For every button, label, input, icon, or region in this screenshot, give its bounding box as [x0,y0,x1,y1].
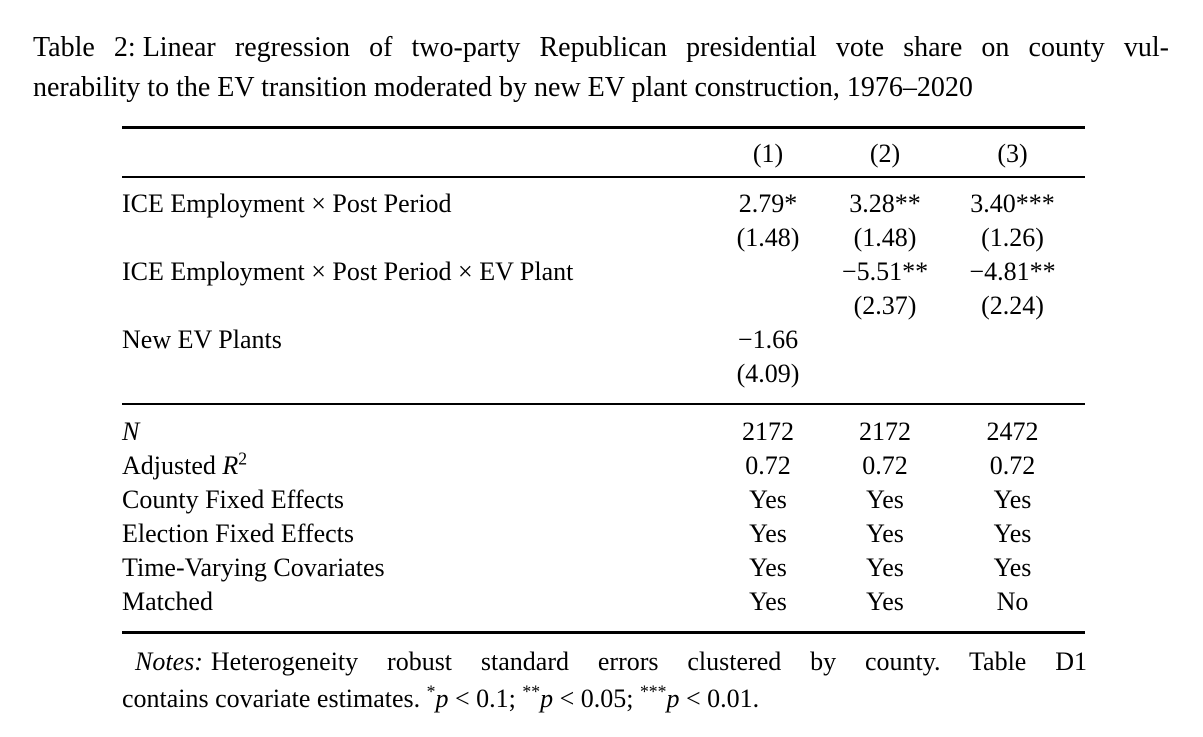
row-label: Adjusted R2 [122,449,706,483]
table-notes: Notes: Heterogeneity robust standard erro… [122,643,1087,717]
stat-cell: Yes [993,553,1032,582]
stat-cell: Yes [993,485,1032,514]
stat-cell: Yes [866,553,904,582]
coef-cell: 2.79* [738,189,798,218]
notes-label: Notes: [135,647,203,676]
coef-cell [706,255,830,289]
row-label: ICE Employment × Post Period [122,189,452,218]
se-row-ice-post-evplant: (2.37) (2.24) [122,289,1085,323]
stat-cell: Yes [749,485,787,514]
header-empty-cell [122,127,706,178]
row-label: Election Fixed Effects [122,519,355,548]
row-label [122,357,706,405]
regression-table: (1) (2) (3) ICE Employment × Post Period… [122,126,1085,634]
notes-text-line2: contains covariate estimates. [122,684,427,713]
stat-cell: 0.72 [989,451,1036,480]
se-row-new-ev-plants: (4.09) [122,357,1085,405]
row-label: N [122,404,706,449]
row-label: ICE Employment × Post Period × EV Plant [122,257,574,286]
stat-cell: 2172 [742,417,794,446]
se-cell [830,357,940,405]
caption-text-line1: Linear regression of two-party Republica… [142,32,1169,63]
sig-threshold-3: < 0.01. [679,684,760,713]
header-row: (1) (2) (3) [122,127,1085,178]
n-symbol: N [122,417,140,446]
coef-cell: −4.81** [969,257,1056,286]
caption-line-1: Table 2: Linear regression of two-party R… [33,28,1169,68]
notes-line-2: contains covariate estimates. *p < 0.1; … [122,680,1087,717]
notes-text-line1: Heterogeneity robust standard errors clu… [210,647,1087,676]
table-header: (1) (2) (3) [122,127,1085,178]
coef-row-new-ev-plants: New EV Plants −1.66 [122,323,1085,357]
coef-cell: −5.51** [841,257,929,286]
header-col-3: (3) [940,127,1085,178]
se-row-ice-post: (1.48) (1.48) (1.26) [122,221,1085,255]
coef-cell [830,323,940,357]
stat-cell: Yes [749,553,787,582]
stat-row-matched: Matched Yes Yes No [122,585,1085,633]
row-label [122,221,706,255]
r2-exponent: 2 [238,448,248,469]
stat-cell: Yes [866,485,904,514]
se-cell: (2.37) [853,291,917,320]
coef-cell [940,323,1085,357]
se-cell: (1.48) [736,223,800,252]
se-cell [706,289,830,323]
se-cell: (2.24) [981,291,1044,320]
table-caption: Table 2: Linear regression of two-party R… [33,28,1169,108]
row-label: Matched [122,587,213,616]
p-symbol: p [435,684,449,713]
row-label: County Fixed Effects [122,485,344,514]
header-col-2: (2) [830,127,940,178]
p-symbol: p [666,684,680,713]
caption-table-number: Table 2: [33,32,136,63]
statistics-section: N 2172 2172 2472 Adjusted R2 0.72 0.72 0… [122,404,1085,633]
adjusted-label: Adjusted [122,451,223,480]
r-symbol: R [222,451,239,480]
coefficients-section: ICE Employment × Post Period 2.79* 3.28*… [122,177,1085,405]
sig-threshold-1: < 0.1; [448,684,523,713]
p-symbol: p [540,684,554,713]
row-label [122,289,706,323]
row-label: New EV Plants [122,325,282,354]
sig-star-3: *** [639,681,667,702]
stat-cell: Yes [866,519,904,548]
coef-row-ice-post-evplant: ICE Employment × Post Period × EV Plant … [122,255,1085,289]
caption-line-2: nerability to the EV transition moderate… [33,72,973,103]
coef-cell: 3.28** [849,189,921,218]
stat-cell: 2172 [859,417,911,446]
coef-cell: 3.40*** [970,189,1055,218]
stat-cell: Yes [866,587,904,616]
stat-cell: 0.72 [745,451,791,480]
stat-cell: Yes [749,587,787,616]
stat-cell: 0.72 [862,451,908,480]
stat-row-time-varying-covariates: Time-Varying Covariates Yes Yes Yes [122,551,1085,585]
stat-cell: Yes [749,519,787,548]
se-cell [940,357,1085,405]
coef-row-ice-post: ICE Employment × Post Period 2.79* 3.28*… [122,177,1085,221]
sig-star-1: * [426,681,436,702]
notes-line-1: Notes: Heterogeneity robust standard erro… [122,643,1087,680]
coef-cell: −1.66 [737,325,799,354]
regression-table-wrapper: (1) (2) (3) ICE Employment × Post Period… [122,126,1085,634]
header-col-1: (1) [706,127,830,178]
stat-cell: No [996,587,1029,616]
stat-row-county-fe: County Fixed Effects Yes Yes Yes [122,483,1085,517]
sig-threshold-2: < 0.05; [553,684,640,713]
stat-row-adjusted-r2: Adjusted R2 0.72 0.72 0.72 [122,449,1085,483]
se-cell: (1.48) [853,223,917,252]
stat-cell: Yes [993,519,1032,548]
se-cell: (4.09) [706,357,830,405]
stat-cell: 2472 [986,417,1039,446]
sig-star-2: ** [522,681,541,702]
stat-row-n: N 2172 2172 2472 [122,404,1085,449]
stat-row-election-fe: Election Fixed Effects Yes Yes Yes [122,517,1085,551]
row-label: Time-Varying Covariates [122,553,385,582]
se-cell: (1.26) [981,223,1044,252]
